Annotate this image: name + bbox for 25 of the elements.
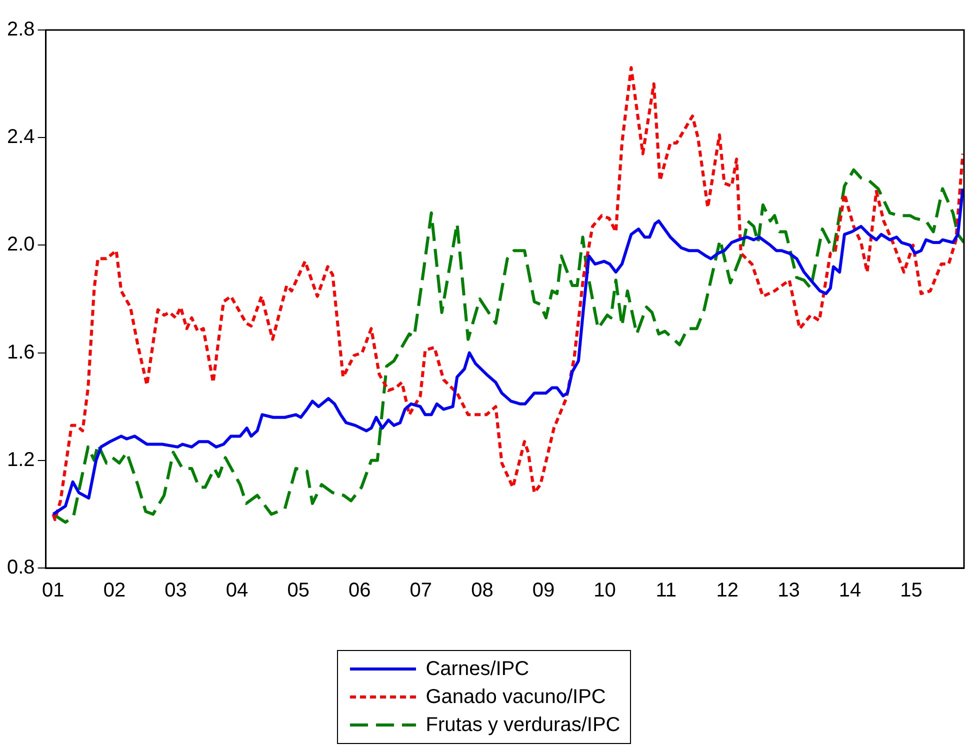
- y-tick-label: 1.6: [6, 341, 35, 364]
- x-tick-label: 09: [532, 580, 555, 602]
- legend-label: Frutas y verduras/IPC: [426, 714, 620, 736]
- x-tick-label: 04: [226, 580, 248, 602]
- line-series: [52, 66, 964, 522]
- x-tick-label: 12: [716, 580, 739, 602]
- y-tick-label: 2.4: [6, 126, 35, 148]
- legend-label: Ganado vacuno/IPC: [426, 686, 606, 708]
- x-tick-label: 13: [778, 580, 800, 602]
- x-tick-label: 11: [656, 580, 676, 602]
- x-tick-label: 02: [103, 580, 126, 602]
- y-tick-label: 1.2: [6, 448, 35, 471]
- y-tick-label: 2.0: [6, 234, 35, 256]
- x-tick-label: 15: [900, 580, 922, 602]
- x-tick-label: 06: [348, 580, 371, 602]
- x-tick-label: 10: [594, 580, 616, 602]
- x-tick-label: 07: [410, 580, 432, 602]
- x-tick-label: 03: [164, 580, 187, 602]
- legend-label: Carnes/IPC: [426, 658, 530, 680]
- x-tick-label: 05: [287, 580, 310, 602]
- x-tick-label: 08: [471, 580, 494, 602]
- x-tick-label: 14: [838, 580, 862, 602]
- y-tick-label: 2.8: [6, 18, 35, 41]
- y-tick-label: 0.8: [6, 556, 35, 579]
- x-tick-label: 01: [42, 580, 64, 602]
